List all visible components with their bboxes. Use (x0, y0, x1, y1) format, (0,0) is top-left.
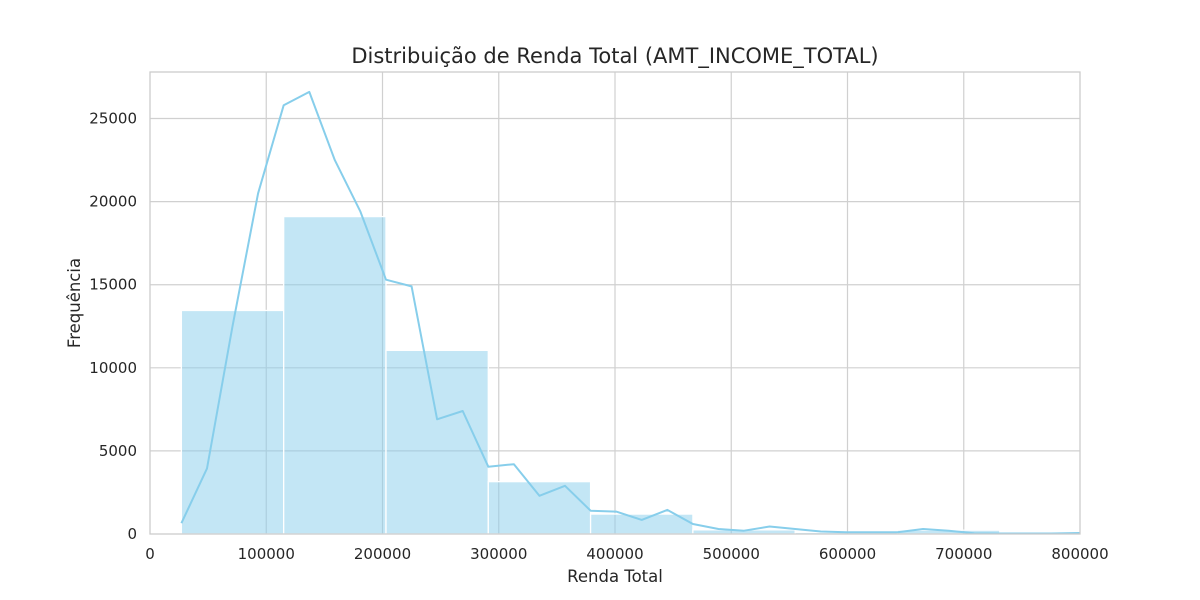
x-axis-ticks: 0 100000 200000 300000 400000 500000 600000 700… (145, 545, 1108, 563)
x-tick-label: 200000 (354, 545, 411, 563)
histogram-bar (283, 215, 387, 535)
chart-title: Distribuição de Renda Total (AMT_INCOME_… (351, 44, 878, 69)
x-tick-label: 700000 (935, 545, 992, 563)
x-tick-label: 100000 (238, 545, 295, 563)
y-axis-label: Frequência (65, 258, 84, 348)
histogram-bar (589, 513, 694, 535)
x-axis-label: Renda Total (567, 567, 663, 586)
histogram-bar (385, 349, 489, 535)
density-line-group (180, 90, 1081, 535)
x-tick-label: 600000 (819, 545, 876, 563)
plot-frame (149, 71, 1081, 535)
x-tick-label: 0 (145, 545, 155, 563)
x-tick-label: 300000 (470, 545, 527, 563)
y-tick-label: 15000 (89, 276, 137, 294)
y-tick-label: 20000 (89, 193, 137, 211)
y-axis-ticks: 0 5000 10000 15000 20000 25000 (89, 110, 137, 543)
y-tick-label: 10000 (89, 359, 137, 377)
y-tick-label: 5000 (99, 442, 137, 460)
x-tick-label: 500000 (703, 545, 760, 563)
y-tick-label: 0 (127, 525, 137, 543)
y-tick-label: 25000 (89, 110, 137, 128)
histogram-bar (180, 309, 285, 535)
x-tick-label: 800000 (1051, 545, 1108, 563)
density-line (180, 90, 1081, 535)
grid-lines (150, 72, 1080, 534)
x-tick-label: 400000 (586, 545, 643, 563)
histogram-bars (180, 215, 1081, 535)
histogram-bar (487, 481, 592, 535)
